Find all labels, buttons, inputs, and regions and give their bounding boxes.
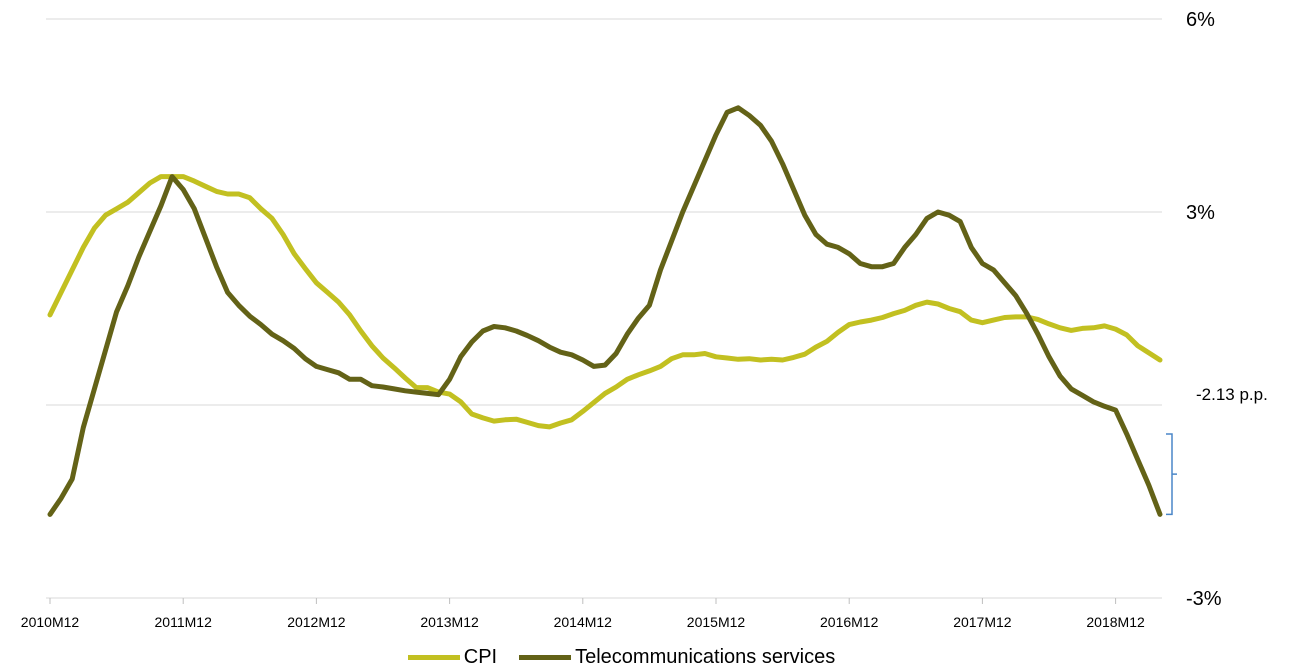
- legend-label-telecom: Telecommunications services: [575, 646, 836, 668]
- y-tick-label: 6%: [1186, 9, 1215, 31]
- x-tick-label: 2013M12: [420, 614, 479, 630]
- legend-label-cpi: CPI: [463, 646, 498, 668]
- x-tick-label: 2018M12: [1086, 614, 1145, 630]
- series-line-cpi: [47, 174, 1163, 430]
- x-tick-label: 2014M12: [554, 614, 613, 630]
- legend-item-telecom: Telecommunications services: [519, 644, 835, 670]
- x-tick-label: 2016M12: [820, 614, 879, 630]
- x-tick-label: 2012M12: [287, 614, 346, 630]
- y-tick-label: -3%: [1186, 588, 1222, 610]
- x-tick-label: 2017M12: [953, 614, 1012, 630]
- legend: CPI Telecommunications services: [0, 644, 1303, 670]
- legend-swatch-telecom: [519, 654, 572, 660]
- y-tick-label: 3%: [1186, 202, 1215, 224]
- gap-bracket: [1166, 433, 1177, 516]
- y-axis-labels: 6% 3% -3%: [1186, 9, 1222, 610]
- legend-swatch-cpi: [407, 654, 460, 660]
- line-chart: 2010M12 2011M12 2012M12 2013M12 2014M12 2015M…: [21, 9, 1268, 630]
- x-tick-label: 2015M12: [687, 614, 746, 630]
- x-tick-label: 2011M12: [155, 614, 213, 630]
- gap-annotation: -2.13 p.p.: [1166, 385, 1268, 516]
- series-lines: [47, 105, 1163, 517]
- legend-item-cpi: CPI: [407, 644, 498, 670]
- series-line-telecom: [47, 105, 1163, 517]
- gap-annotation-label: -2.13 p.p.: [1196, 385, 1268, 404]
- x-axis: 2010M12 2011M12 2012M12 2013M12 2014M12 2015M…: [21, 597, 1162, 630]
- x-tick-label: 2010M12: [21, 614, 80, 630]
- gridlines: [46, 18, 1162, 406]
